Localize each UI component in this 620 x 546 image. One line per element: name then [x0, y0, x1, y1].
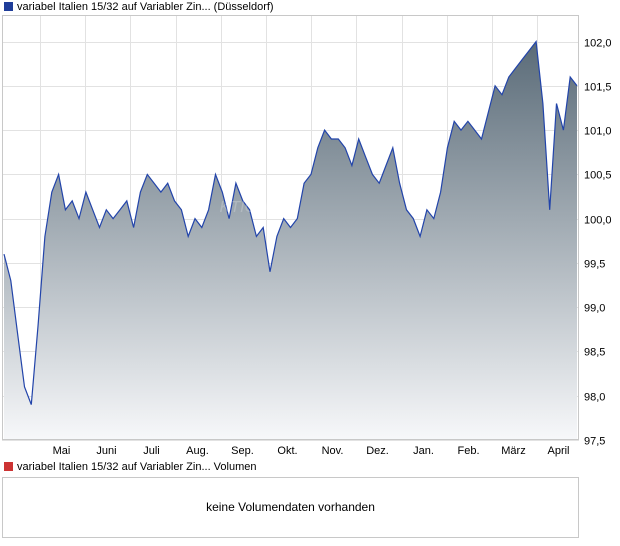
volume-panel: keine Volumendaten vorhanden [2, 477, 579, 538]
x-tick-label: Jan. [413, 445, 434, 457]
y-tick-label: 98,0 [584, 392, 605, 404]
y-tick-label: 102,0 [584, 38, 612, 50]
x-tick-label: April [547, 445, 569, 457]
price-legend: variabel Italien 15/32 auf Variabler Zin… [4, 1, 274, 14]
y-tick-label: 97,5 [584, 436, 605, 448]
x-axis-labels: Mai Juni Juli Aug. Sep. Okt. Nov. Dez. Jan. Feb. M… [53, 445, 570, 457]
y-tick-label: 101,0 [584, 126, 612, 138]
x-tick-label: Juli [143, 445, 160, 457]
x-tick-label: Dez. [366, 445, 389, 457]
volume-legend-swatch [4, 462, 13, 471]
x-tick-label: Sep. [231, 445, 254, 457]
price-legend-swatch [4, 2, 13, 11]
volume-legend-label: variabel Italien 15/32 auf Variabler Zin… [17, 461, 257, 473]
price-legend-label: variabel Italien 15/32 auf Variabler Zin… [17, 1, 274, 13]
price-chart: KTION 97,5 98,0 98,5 99,0 99,5 100,0 100,5 101,… [2, 15, 612, 457]
x-tick-label: Nov. [322, 445, 344, 457]
price-area [4, 41, 577, 440]
y-tick-label: 101,5 [584, 82, 612, 94]
x-tick-label: Aug. [186, 445, 209, 457]
no-volume-message: keine Volumendaten vorhanden [206, 500, 375, 514]
x-tick-label: März [501, 445, 525, 457]
y-tick-label: 98,5 [584, 347, 605, 359]
y-axis-labels: 97,5 98,0 98,5 99,0 99,5 100,0 100,5 101,0 101,5… [584, 38, 612, 448]
price-line [3, 40, 578, 405]
x-tick-label: Okt. [277, 445, 297, 457]
y-tick-label: 100,0 [584, 215, 612, 227]
y-tick-label: 99,0 [584, 303, 605, 315]
plot-border [2, 15, 579, 440]
volume-legend: variabel Italien 15/32 auf Variabler Zin… [4, 461, 257, 474]
x-tick-label: Feb. [457, 445, 479, 457]
watermark-text: KTION [220, 199, 269, 216]
x-tick-label: Juni [96, 445, 116, 457]
x-tick-label: Mai [53, 445, 71, 457]
y-tick-label: 99,5 [584, 259, 605, 271]
y-tick-label: 100,5 [584, 170, 612, 182]
